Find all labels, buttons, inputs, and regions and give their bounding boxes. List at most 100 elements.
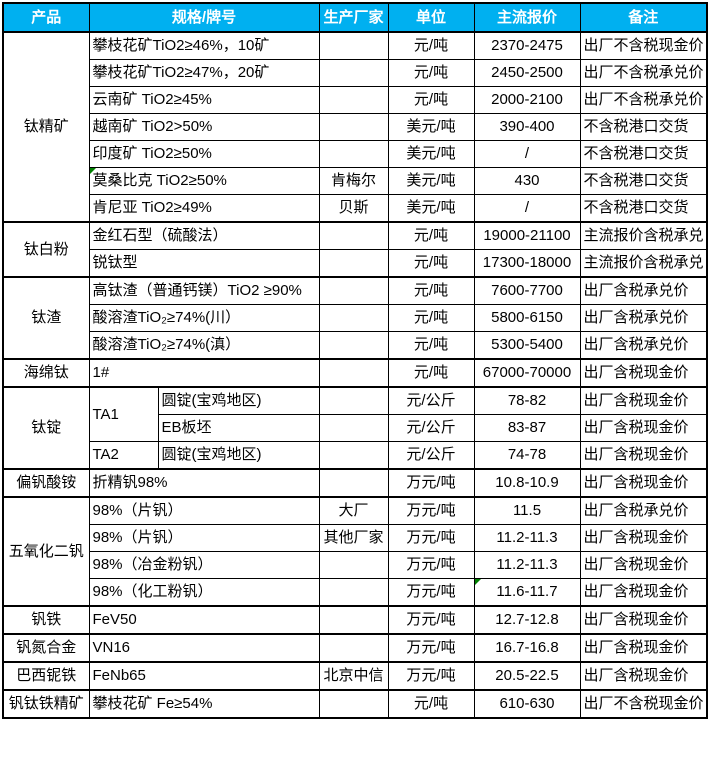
manufacturer-cell [318, 468, 389, 498]
price-cell: 610-630 [473, 689, 581, 719]
spec-cell: FeNb65 [88, 661, 320, 691]
price-cell: 67000-70000 [473, 358, 581, 388]
manufacturer-cell [318, 113, 389, 141]
product-cell: 偏钒酸铵 [2, 468, 90, 498]
table-row: 钛精矿 攀枝花矿TiO2≥46%，10矿 元/吨 2370-2475 出厂不含税… [2, 31, 708, 223]
table-row: 98%（片钒） 其他厂家 万元/吨 11.2-11.3 出厂含税现金价 [3, 524, 708, 552]
product-cell: 钛白粉 [2, 221, 90, 278]
product-cell: 钒铁 [2, 605, 90, 635]
unit-cell: 元/吨 [387, 59, 475, 87]
spec-cell: 攀枝花矿TiO2≥47%，20矿 [88, 59, 320, 87]
manufacturer-cell: 肯梅尔 [318, 167, 389, 195]
price-cell: 19000-21100 [473, 221, 581, 250]
price-cell: 74-78 [473, 441, 581, 470]
note-cell: 出厂不含税现金价 [579, 689, 708, 719]
price-cell: 12.7-12.8 [473, 605, 581, 635]
unit-cell: 万元/吨 [387, 551, 475, 579]
spec-cell: 98%（冶金粉钒） [88, 551, 320, 579]
note-cell: 出厂含税现金价 [579, 661, 708, 691]
spec-cell: 酸溶渣TiO₂≥74%(滇） [88, 331, 320, 360]
note-cell: 出厂含税现金价 [579, 414, 708, 442]
note-cell: 不含税港口交货 [579, 140, 708, 168]
product-cell: 巴西铌铁 [2, 661, 90, 691]
spec-cell: 莫桑比克 TiO2≥50% [88, 167, 320, 195]
note-cell: 不含税港口交货 [579, 113, 708, 141]
unit-cell: 元/吨 [387, 276, 475, 305]
unit-cell: 元/公斤 [387, 386, 475, 415]
price-cell: 5300-5400 [473, 331, 581, 360]
manufacturer-cell: 贝斯 [318, 194, 389, 223]
price-cell: 11.2-11.3 [473, 551, 581, 579]
comment-marker-icon [90, 168, 96, 174]
manufacturer-cell [318, 633, 389, 663]
manufacturer-cell [318, 276, 389, 305]
unit-cell: 元/吨 [387, 689, 475, 719]
price-cell: 16.7-16.8 [473, 633, 581, 663]
note-cell: 出厂不含税承兑价 [579, 86, 708, 114]
price-cell: 7600-7700 [473, 276, 581, 305]
note-cell: 出厂含税现金价 [579, 605, 708, 635]
unit-cell: 元/吨 [387, 304, 475, 332]
unit-cell: 美元/吨 [387, 194, 475, 223]
table-row: EB板坯 元/公斤 83-87 出厂含税现金价 [3, 414, 708, 442]
unit-cell: 美元/吨 [387, 140, 475, 168]
unit-cell: 万元/吨 [387, 605, 475, 635]
spec-cell: 98%（片钒） [88, 496, 320, 525]
price-cell: / [473, 140, 581, 168]
price-cell: 10.8-10.9 [473, 468, 581, 498]
manufacturer-cell [318, 551, 389, 579]
manufacturer-cell [318, 31, 389, 60]
table-row: 莫桑比克 TiO2≥50% 肯梅尔 美元/吨 430 不含税港口交货 [3, 167, 708, 195]
note-cell: 出厂含税承兑价 [579, 276, 708, 305]
spec-cell: 锐钛型 [88, 249, 320, 278]
header-price: 主流报价 [473, 2, 581, 33]
manufacturer-cell [318, 358, 389, 388]
spec-text: 莫桑比克 TiO2≥50% [92, 172, 227, 189]
price-cell: 17300-18000 [473, 249, 581, 278]
table-row: 钒氮合金 VN16 万元/吨 16.7-16.8 出厂含税现金价 [2, 633, 708, 663]
table-row: 攀枝花矿TiO2≥47%，20矿 元/吨 2450-2500 出厂不含税承兑价 [3, 59, 708, 87]
manufacturer-cell [318, 605, 389, 635]
note-cell: 出厂含税现金价 [579, 551, 708, 579]
unit-cell: 万元/吨 [387, 633, 475, 663]
manufacturer-cell [318, 86, 389, 114]
header-manufacturer: 生产厂家 [318, 2, 389, 33]
price-cell: 390-400 [473, 113, 581, 141]
brand-cell: TA1 [88, 386, 159, 442]
table-row: 酸溶渣TiO₂≥74%(川） 元/吨 5800-6150 出厂含税承兑价 [3, 304, 708, 332]
unit-cell: 元/公斤 [387, 441, 475, 470]
note-cell: 出厂含税承兑价 [579, 304, 708, 332]
price-cell: 11.2-11.3 [473, 524, 581, 552]
unit-cell: 元/公斤 [387, 414, 475, 442]
table-row: 越南矿 TiO2>50% 美元/吨 390-400 不含税港口交货 [3, 113, 708, 141]
header-unit: 单位 [387, 2, 475, 33]
spec-cell: 高钛渣（普通钙镁）TiO2 ≥90% [88, 276, 320, 305]
note-cell: 出厂含税承兑价 [579, 331, 708, 360]
table-row: 钒钛铁精矿 攀枝花矿 Fe≥54% 元/吨 610-630 出厂不含税现金价 [2, 689, 708, 719]
header-product: 产品 [2, 2, 90, 33]
table-row: 肯尼亚 TiO2≥49% 贝斯 美元/吨 / 不含税港口交货 [3, 194, 708, 223]
unit-cell: 元/吨 [387, 358, 475, 388]
spec-cell: VN16 [88, 633, 320, 663]
note-cell: 出厂含税现金价 [579, 578, 708, 607]
price-cell: 2370-2475 [473, 31, 581, 60]
unit-cell: 美元/吨 [387, 113, 475, 141]
header-spec: 规格/牌号 [88, 2, 320, 33]
note-cell: 出厂含税现金价 [579, 358, 708, 388]
table-row: 五氧化二钒 98%（片钒） 大厂 万元/吨 11.5 出厂含税承兑价 [2, 496, 708, 607]
table-row: 钛白粉 金红石型（硫酸法） 元/吨 19000-21100 主流报价含税承兑 [2, 221, 708, 278]
table-row: 云南矿 TiO2≥45% 元/吨 2000-2100 出厂不含税承兑价 [3, 86, 708, 114]
note-cell: 出厂不含税现金价 [579, 31, 708, 60]
spec-cell: FeV50 [88, 605, 320, 635]
product-cell: 钒钛铁精矿 [2, 689, 90, 719]
price-cell: 430 [473, 167, 581, 195]
price-cell: 20.5-22.5 [473, 661, 581, 691]
manufacturer-cell [318, 441, 389, 470]
unit-cell: 元/吨 [387, 221, 475, 250]
manufacturer-cell [318, 331, 389, 360]
table-row: 98%（冶金粉钒） 万元/吨 11.2-11.3 出厂含税现金价 [3, 551, 708, 579]
unit-cell: 元/吨 [387, 86, 475, 114]
spec-cell: 圆锭(宝鸡地区) [157, 441, 320, 470]
price-table: 产品 规格/牌号 生产厂家 单位 主流报价 备注 钛精矿 攀枝花矿TiO2≥46… [2, 2, 708, 719]
note-cell: 出厂含税现金价 [579, 441, 708, 470]
